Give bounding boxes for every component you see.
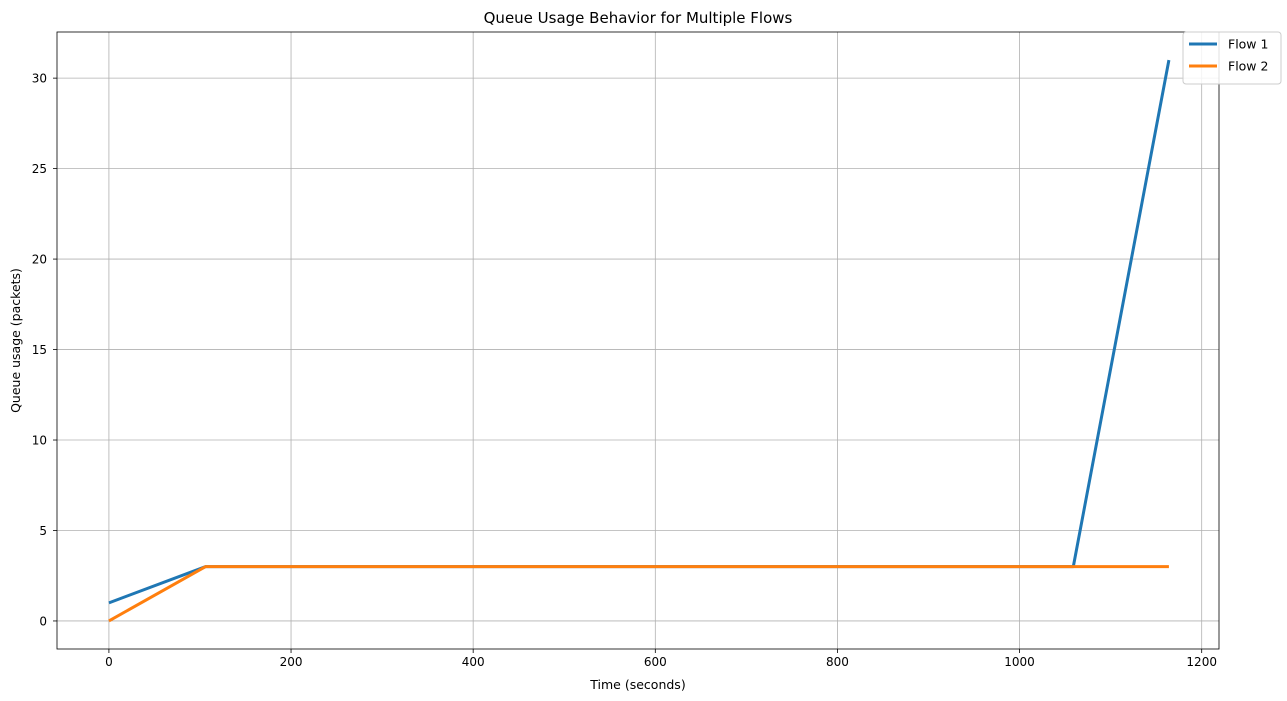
x-tick-label: 400 (462, 655, 485, 669)
plot-frame (56, 31, 1220, 650)
grid (57, 32, 1219, 649)
legend-label: Flow 2 (1228, 59, 1268, 74)
x-tick-label: 0 (105, 655, 113, 669)
x-tick-label: 600 (644, 655, 667, 669)
legend-label: Flow 1 (1228, 37, 1268, 52)
y-tick-label: 0 (39, 614, 47, 628)
x-tick-label: 800 (826, 655, 849, 669)
y-tick-label: 15 (32, 343, 47, 357)
y-tick-label: 30 (32, 72, 47, 86)
y-tick-label: 20 (32, 253, 47, 267)
series-lines (108, 59, 1171, 623)
y-tick-label: 25 (32, 162, 47, 176)
series-line-flow-1 (108, 59, 1171, 605)
x-axis-ticks: 0 200 400 600 800 1000 1200 (105, 649, 1217, 669)
y-tick-label: 10 (32, 434, 47, 448)
x-tick-label: 1200 (1186, 655, 1217, 669)
legend: Flow 1 Flow 2 (1182, 31, 1282, 85)
y-axis-label: Queue usage (packets) (8, 268, 23, 413)
series-line-flow-2 (108, 565, 1169, 623)
x-axis-label: Time (seconds) (589, 677, 685, 692)
x-tick-label: 200 (280, 655, 303, 669)
x-tick-label: 1000 (1004, 655, 1035, 669)
y-tick-label: 5 (39, 524, 47, 538)
chart-title: Queue Usage Behavior for Multiple Flows (484, 9, 793, 27)
y-axis-ticks: 0 5 10 15 20 25 30 (32, 72, 57, 628)
